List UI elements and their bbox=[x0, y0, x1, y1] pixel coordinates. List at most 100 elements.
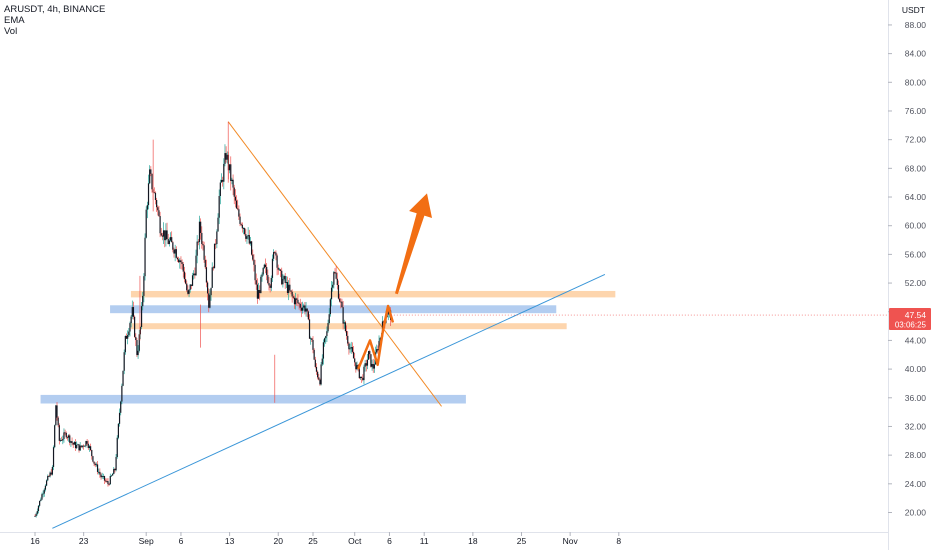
candle-body-up bbox=[113, 468, 115, 475]
candle-body-down bbox=[337, 284, 340, 299]
candle-body-up bbox=[231, 179, 233, 182]
candle-body-up bbox=[95, 464, 97, 466]
candle-body-down bbox=[253, 259, 255, 265]
candle-body-down bbox=[58, 425, 60, 441]
price-tick-label: 76.00 bbox=[905, 106, 927, 116]
candle-body-down bbox=[348, 343, 350, 350]
candle-body-down bbox=[202, 243, 204, 246]
candle-body-down bbox=[352, 351, 355, 359]
candle-body-down bbox=[314, 359, 316, 367]
candle-body-up bbox=[373, 364, 375, 369]
candle-body-up bbox=[81, 445, 84, 447]
candle-body-down bbox=[284, 276, 286, 283]
candle-body-up bbox=[288, 284, 290, 294]
candle-body-up bbox=[224, 153, 226, 164]
candle-body-down bbox=[234, 196, 236, 201]
price-tick-label: 60.00 bbox=[905, 221, 927, 231]
candle-body-up bbox=[263, 264, 265, 268]
candle-body-down bbox=[225, 153, 227, 160]
candle-body-down bbox=[78, 444, 80, 451]
candle-body-down bbox=[83, 445, 85, 447]
price-tick-label: 44.00 bbox=[905, 335, 927, 345]
time-tick-label: 20 bbox=[274, 536, 284, 546]
candle-body-up bbox=[149, 169, 151, 184]
candle-body-down bbox=[74, 442, 77, 449]
candle-body-up bbox=[333, 272, 335, 285]
ema-indicator-label[interactable]: EMA bbox=[4, 15, 25, 26]
time-tick-label: 8 bbox=[616, 536, 621, 546]
candle-body-down bbox=[292, 296, 294, 298]
candle-body-down bbox=[132, 307, 135, 317]
candle-body-up bbox=[123, 352, 125, 371]
candle-body-down bbox=[87, 443, 89, 449]
candle-body-up bbox=[145, 209, 147, 238]
candle-body-up bbox=[169, 237, 172, 241]
candle-body-down bbox=[365, 363, 367, 366]
candle-body-down bbox=[244, 228, 246, 235]
candle-body-down bbox=[93, 461, 95, 464]
candle-body-up bbox=[249, 241, 252, 244]
candle-body-down bbox=[181, 262, 183, 264]
candle-body-down bbox=[103, 476, 106, 481]
candle-body-up bbox=[213, 243, 216, 269]
projection-layer bbox=[357, 193, 432, 370]
candle-body-down bbox=[158, 210, 160, 217]
candle-body-down bbox=[194, 273, 196, 276]
candle-body-down bbox=[203, 245, 205, 260]
candle-body-down bbox=[252, 254, 254, 260]
candle-body-down bbox=[205, 267, 208, 283]
candle-body-up bbox=[120, 401, 122, 413]
trendline-1 bbox=[52, 274, 606, 529]
candle-body-up bbox=[140, 306, 143, 328]
candle-body-down bbox=[56, 405, 58, 418]
candle-body-down bbox=[215, 243, 217, 245]
candle-body-up bbox=[376, 349, 378, 353]
candle-body-up bbox=[257, 290, 260, 299]
candle-body-down bbox=[204, 259, 206, 268]
candle-body-up bbox=[112, 474, 114, 476]
candle-body-down bbox=[64, 432, 66, 434]
time-tick-label: 25 bbox=[308, 536, 318, 546]
candle-body-up bbox=[131, 307, 133, 317]
candle-body-up bbox=[282, 279, 284, 285]
candle-body-down bbox=[136, 340, 138, 356]
candle-body-down bbox=[190, 284, 192, 286]
candle-body-up bbox=[226, 154, 228, 160]
candle-body-down bbox=[317, 371, 319, 378]
candle-body-down bbox=[319, 379, 321, 385]
candle-body-down bbox=[232, 179, 234, 188]
candle-body-down bbox=[312, 340, 314, 350]
zone-layer bbox=[40, 290, 616, 404]
candle-body-down bbox=[304, 305, 306, 312]
candle-body-up bbox=[209, 295, 211, 308]
candle-body-down bbox=[160, 233, 162, 236]
candle-body-up bbox=[62, 438, 64, 441]
candle-body-down bbox=[255, 280, 257, 285]
candle-body-up bbox=[270, 277, 272, 288]
candle-body-up bbox=[130, 316, 132, 324]
candle-body-down bbox=[344, 322, 347, 332]
zone-resistance-1 bbox=[130, 290, 616, 298]
candle-body-up bbox=[278, 269, 281, 271]
candle-body-down bbox=[187, 290, 189, 294]
candle-body-up bbox=[193, 273, 195, 276]
candle-body-down bbox=[275, 252, 277, 256]
candle-body-down bbox=[245, 234, 247, 239]
vol-indicator-label[interactable]: Vol bbox=[4, 26, 18, 37]
candle-body-up bbox=[40, 499, 42, 501]
candle-body-down bbox=[296, 298, 298, 300]
candle-body-down bbox=[86, 441, 88, 444]
price-tick-label: 24.00 bbox=[905, 479, 927, 489]
candle-body-down bbox=[299, 303, 301, 308]
trendline-layer bbox=[52, 121, 606, 529]
candle-body-up bbox=[116, 437, 118, 458]
candle-body-down bbox=[92, 456, 94, 462]
candle-body-down bbox=[167, 239, 169, 244]
candle-body-down bbox=[372, 363, 374, 369]
candle-body-up bbox=[147, 183, 150, 206]
candle-body-up bbox=[285, 282, 287, 283]
time-tick-label: 13 bbox=[225, 536, 235, 546]
candle-body-down bbox=[65, 432, 67, 438]
